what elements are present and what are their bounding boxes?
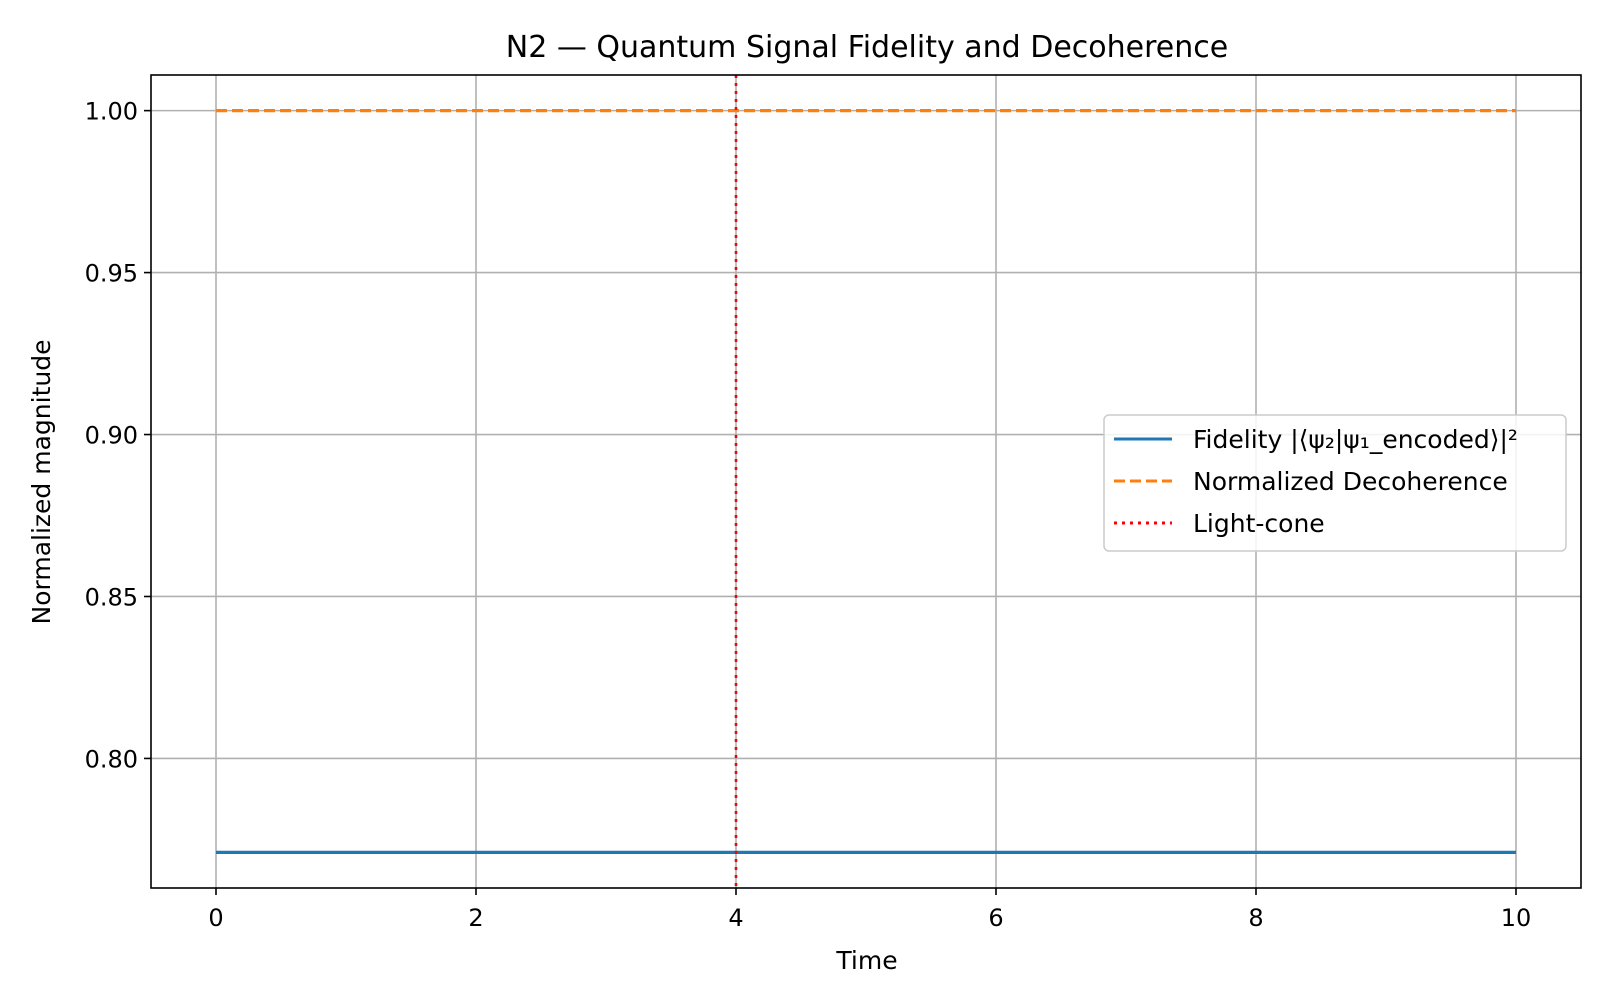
x-tick-label: 4	[728, 904, 743, 932]
legend-label-decoherence: Normalized Decoherence	[1193, 467, 1508, 496]
y-axis-label: Normalized magnitude	[27, 340, 56, 625]
legend-label-light-cone: Light-cone	[1193, 509, 1325, 538]
y-ticks: 0.80 0.85 0.90 0.95 1.00	[85, 98, 151, 773]
x-tick-label: 6	[988, 904, 1003, 932]
x-tick-label: 2	[468, 904, 483, 932]
plot-frame	[150, 74, 1582, 889]
x-tick-label: 0	[208, 904, 223, 932]
x-ticks: 0 2 4 6 8 10	[208, 888, 1531, 932]
y-tick-label: 0.80	[85, 745, 138, 773]
legend-box	[1103, 414, 1567, 552]
chart-title: N2 — Quantum Signal Fidelity and Decoher…	[506, 30, 1228, 65]
plot-lines	[216, 75, 1516, 888]
y-tick-label: 0.95	[85, 260, 138, 288]
legend-label-fidelity: Fidelity |⟨ψ₂|ψ₁_encoded⟩|²	[1193, 425, 1518, 454]
y-tick-label: 0.85	[85, 583, 138, 611]
legend: Fidelity |⟨ψ₂|ψ₁_encoded⟩|² Normalized D…	[1103, 414, 1567, 552]
y-tick-label: 1.00	[85, 98, 138, 126]
y-tick-label: 0.90	[85, 422, 138, 450]
x-tick-label: 10	[1501, 904, 1532, 932]
x-axis-label: Time	[835, 946, 897, 975]
x-tick-label: 8	[1248, 904, 1263, 932]
